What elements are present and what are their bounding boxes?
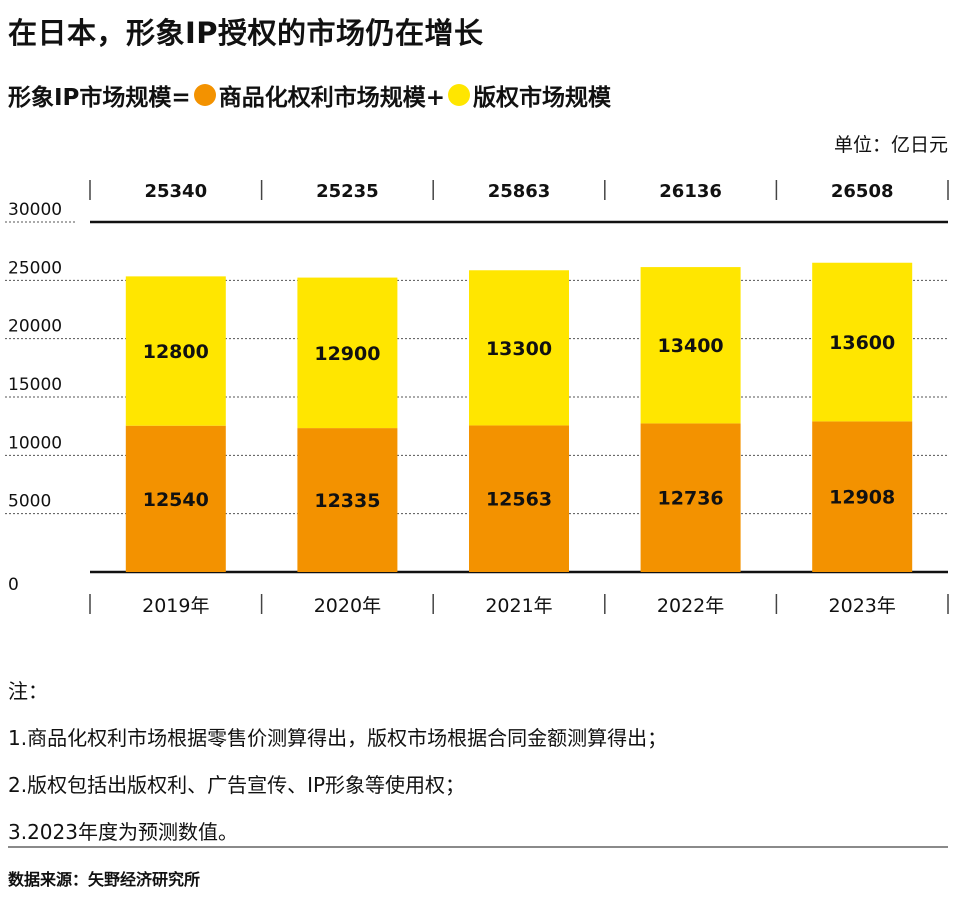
x-tick-label: 2021年: [485, 595, 552, 617]
y-tick-label: 15000: [8, 375, 62, 395]
bar-copyright: [469, 270, 569, 426]
y-tick-label: 30000: [8, 200, 62, 220]
bar-copyright: [812, 262, 913, 422]
note-item-2: 2.版权包括出版权利、广告宣传、IP形象等使用权；: [8, 773, 466, 797]
chart-subtitle: 形象IP市场规模= 商品化权利市场规模+ 版权市场规模: [8, 78, 611, 112]
bar-merch: [469, 425, 569, 572]
data-label-merch: 12540: [143, 489, 209, 511]
subtitle-formula-lhs: 形象IP市场规模=: [8, 85, 191, 111]
y-tick-label: 10000: [8, 433, 62, 453]
subtitle-copyright-label: 版权市场规模: [472, 85, 611, 111]
bar-copyright: [125, 276, 226, 426]
chart-title: 在日本，形象IP授权的市场仍在增长: [8, 16, 484, 50]
data-label-copyright: 13600: [829, 332, 895, 354]
bar-merch: [297, 428, 398, 572]
bar-copyright: [640, 267, 741, 424]
data-label-merch: 12736: [658, 488, 724, 510]
bar-merch: [640, 423, 741, 572]
data-label-copyright: 12800: [143, 341, 209, 363]
y-tick-label: 20000: [8, 317, 62, 337]
x-tick-label: 2023年: [829, 595, 896, 617]
y-tick-label: 5000: [8, 492, 51, 512]
total-label: 26136: [659, 181, 722, 202]
notes: 注： 1.商品化权利市场根据零售价测算得出，版权市场根据合同金额测算得出； 2.…: [8, 668, 667, 856]
data-label-merch: 12335: [314, 490, 380, 512]
unit-label: 单位：亿日元: [833, 134, 948, 156]
bar-copyright: [297, 277, 398, 429]
merch-legend-dot: [193, 84, 216, 106]
data-label-copyright: 12900: [314, 343, 380, 365]
copyright-legend-dot: [447, 84, 470, 106]
total-label: 25235: [316, 181, 379, 202]
data-label-merch: 12908: [829, 487, 895, 509]
bar-merch: [812, 421, 913, 572]
notes-heading: 注：: [8, 679, 48, 703]
bar-merch: [125, 425, 226, 572]
y-tick-label: 0: [8, 575, 19, 595]
data-label-merch: 12563: [486, 489, 552, 511]
x-tick-label: 2019年: [142, 595, 209, 617]
data-label-copyright: 13400: [658, 335, 724, 357]
data-label-copyright: 13300: [486, 338, 552, 360]
x-tick-label: 2022年: [657, 595, 724, 617]
total-label: 25340: [144, 181, 207, 202]
x-tick-label: 2020年: [314, 595, 381, 617]
note-item-3: 3.2023年度为预测数值。: [8, 820, 238, 844]
total-label: 25863: [488, 181, 551, 202]
note-item-1: 1.商品化权利市场根据零售价测算得出，版权市场根据合同金额测算得出；: [8, 726, 668, 750]
y-tick-label: 25000: [8, 258, 62, 278]
source-divider: [8, 846, 948, 848]
data-source: 数据来源：矢野经济研究所: [8, 870, 201, 889]
stacked-bar-chart: 0 5000 10000 15000 20000 25000 30000 12540 12800…: [5, 180, 949, 617]
subtitle-merch-label: 商品化权利市场规模+: [218, 85, 445, 111]
total-label: 26508: [831, 181, 894, 202]
